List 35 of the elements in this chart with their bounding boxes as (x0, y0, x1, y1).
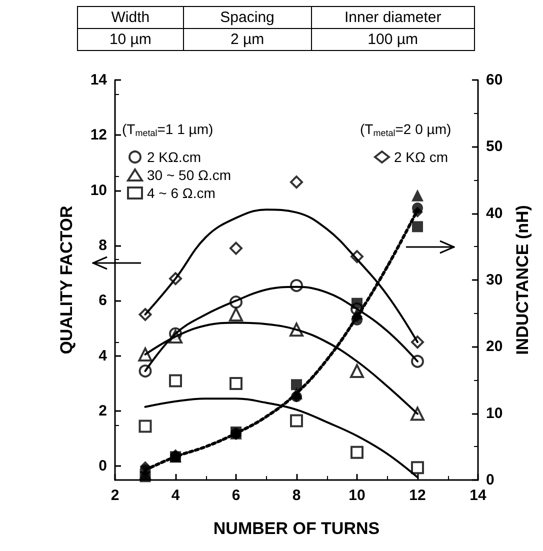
y2-tick-label: 0 (486, 472, 494, 488)
x-axis-title: NUMBER OF TURNS (213, 519, 380, 538)
y2-tick-label: 50 (486, 138, 503, 156)
y-tick-label: 10 (90, 182, 107, 199)
y-tick-label: 8 (98, 237, 107, 254)
y-axis-title: QUALITY FACTOR (57, 206, 76, 354)
x-tick-label: 14 (470, 487, 487, 504)
x-tick-label: 10 (348, 487, 366, 504)
y-tick-label: 4 (98, 347, 108, 364)
text: Spacing (183, 6, 312, 28)
y-tick-label: 2 (98, 402, 107, 420)
text: Inner diameter (311, 6, 474, 28)
legend-label: 2 KΩ cm (394, 149, 448, 165)
legend-label: 30 ~ 50 Ω.cm (147, 167, 232, 183)
y2-tick-label: 60 (486, 72, 503, 88)
y-tick-label: 12 (90, 126, 107, 144)
y2-tick-label: 30 (486, 272, 503, 288)
text: 100 µm (311, 28, 474, 50)
text: 10 µm (78, 28, 184, 50)
legend-label: 2 KΩ.cm (147, 149, 202, 165)
x-tick-label: 4 (171, 487, 180, 504)
y2-tick-label: 20 (486, 338, 503, 356)
x-tick-label: 12 (409, 487, 426, 504)
x-tick-label: 6 (232, 487, 240, 504)
y2-tick-label: 40 (486, 204, 503, 222)
y-tick-label: 0 (98, 458, 107, 475)
text: 2 µm (183, 28, 312, 50)
y2-axis-title: INDUCTANCE (nH) (513, 205, 532, 355)
text: Width (78, 6, 184, 28)
legend-label: 4 ~ 6 Ω.cm (147, 185, 216, 201)
y-tick-label: 6 (98, 292, 107, 310)
y2-tick-label: 10 (486, 404, 503, 422)
x-tick-label: 8 (292, 487, 301, 504)
x-tick-label: 2 (110, 487, 120, 504)
y-tick-label: 14 (90, 72, 108, 88)
